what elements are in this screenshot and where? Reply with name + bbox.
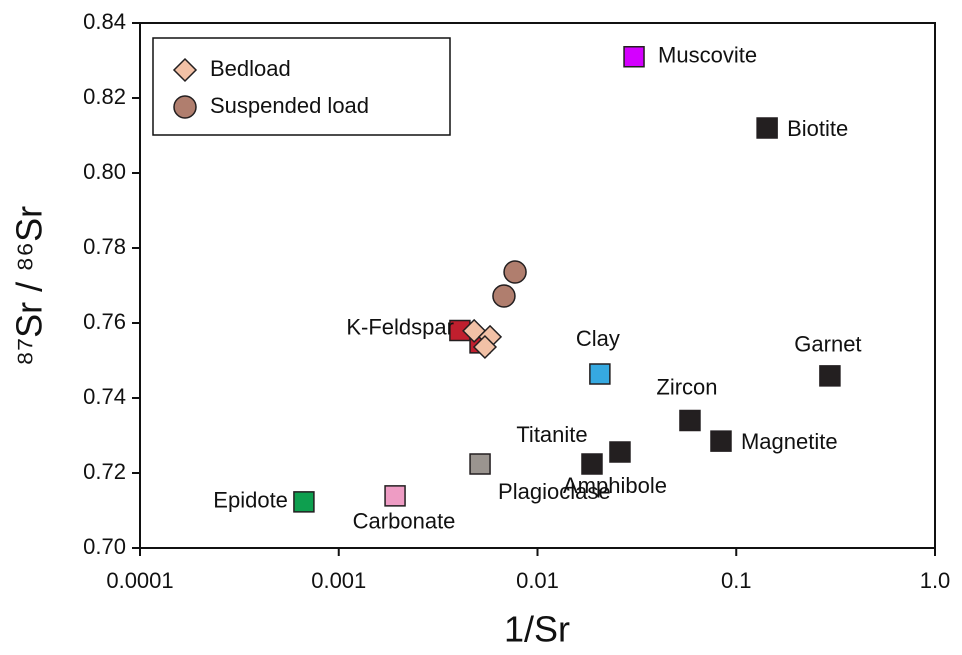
mineral-point <box>623 46 645 68</box>
mineral-label: Titanite <box>516 422 587 447</box>
mineral-label: Clay <box>576 326 620 351</box>
mineral-label: Zircon <box>656 374 717 399</box>
legend-label: Bedload <box>210 56 291 81</box>
x-tick-label: 0.0001 <box>106 568 173 593</box>
legend-marker <box>173 95 197 119</box>
legend-box <box>152 37 451 136</box>
mineral-point <box>384 485 406 507</box>
point <box>492 284 516 308</box>
y-tick-label: 0.72 <box>83 459 126 484</box>
x-tick-label: 0.01 <box>516 568 559 593</box>
mineral-label: Carbonate <box>353 509 456 534</box>
mineral-label: Plagioclase <box>498 479 611 504</box>
mineral-point <box>710 430 732 452</box>
mineral-label: Biotite <box>787 116 848 141</box>
y-tick-label: 0.82 <box>83 84 126 109</box>
mineral-label: Muscovite <box>658 43 757 68</box>
y-tick-label: 0.78 <box>83 234 126 259</box>
mineral-point <box>756 117 778 139</box>
legend-marker <box>172 57 198 83</box>
y-tick-label: 0.74 <box>83 384 126 409</box>
mineral-point <box>581 453 603 475</box>
mineral-point <box>469 453 491 475</box>
mineral-point <box>293 491 315 513</box>
mineral-label: Epidote <box>213 488 288 513</box>
mineral-point <box>609 441 631 463</box>
mineral-point <box>819 365 841 387</box>
mineral-label: Magnetite <box>741 429 838 454</box>
y-tick-label: 0.84 <box>83 9 126 34</box>
y-tick-label: 0.70 <box>83 534 126 559</box>
x-axis-label: 1/Sr <box>504 609 570 650</box>
x-tick-label: 1.0 <box>920 568 951 593</box>
point <box>472 334 498 360</box>
mineral-label: Amphibole <box>563 473 667 498</box>
mineral-point <box>679 409 701 432</box>
y-axis-label: ⁸⁷Sr / ⁸⁶Sr <box>9 206 50 366</box>
legend-label: Suspended load <box>210 93 369 118</box>
x-tick-label: 0.001 <box>311 568 366 593</box>
point <box>503 260 527 284</box>
point <box>462 318 487 343</box>
y-tick-label: 0.80 <box>83 159 126 184</box>
mineral-label: Garnet <box>794 332 861 357</box>
mineral-point <box>589 363 611 385</box>
y-tick-label: 0.76 <box>83 309 126 334</box>
mineral-label: K-Feldspar <box>346 314 454 339</box>
x-tick-label: 0.1 <box>721 568 752 593</box>
